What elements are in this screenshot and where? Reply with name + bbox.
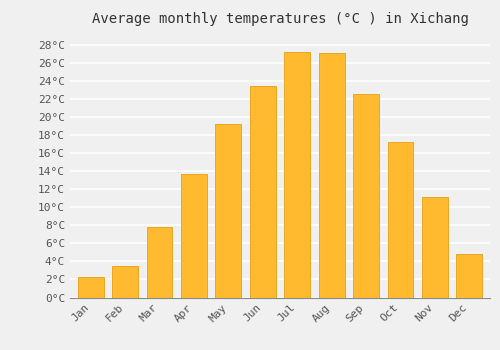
Bar <box>353 94 379 298</box>
Bar <box>181 174 207 298</box>
Title: Average monthly temperatures (°C ) in Xichang: Average monthly temperatures (°C ) in Xi… <box>92 12 468 26</box>
Bar <box>284 52 310 298</box>
Bar <box>146 227 172 298</box>
Bar <box>216 124 242 298</box>
Bar <box>250 86 276 298</box>
Bar <box>388 141 413 298</box>
Bar <box>456 254 482 298</box>
Bar <box>318 53 344 298</box>
Bar <box>422 197 448 298</box>
Bar <box>112 266 138 298</box>
Bar <box>78 277 104 298</box>
